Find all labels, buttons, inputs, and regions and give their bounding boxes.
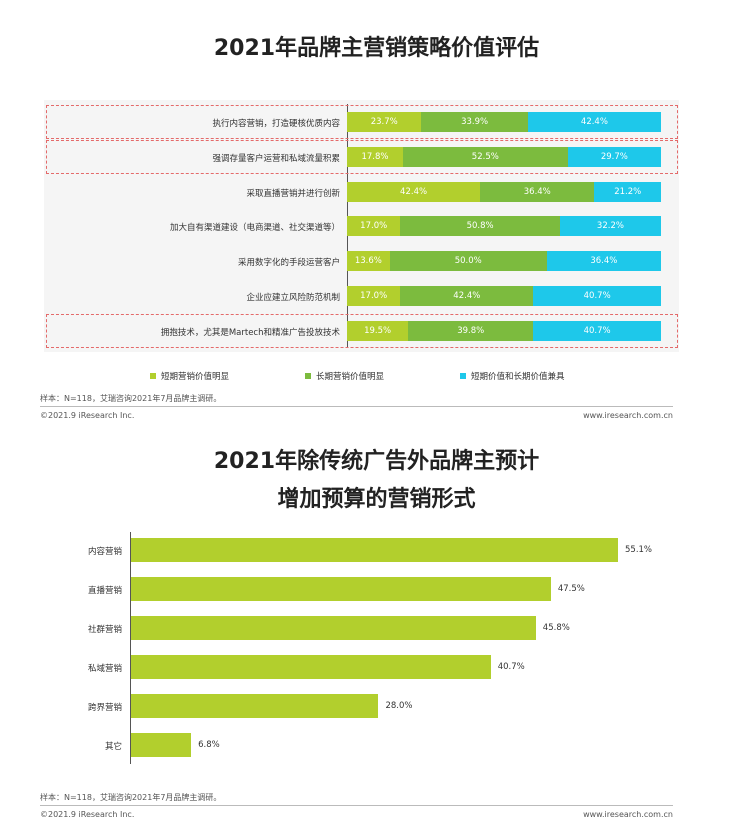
- chart1-note: 样本：N=118，艾瑞咨询2021年7月品牌主调研。: [40, 394, 222, 403]
- bar-segment: 23.7%: [347, 112, 422, 132]
- legend-item: 长期营销价值明显: [305, 370, 384, 382]
- stacked-bar: 42.4% 36.4% 21.2%: [347, 181, 661, 202]
- bar-segment: 36.4%: [480, 181, 595, 202]
- category-label: 采取直播营销并进行创新: [246, 188, 340, 199]
- bar-segment: 50.0%: [389, 251, 547, 272]
- category-label: 直播营销: [87, 586, 122, 596]
- stacked-bar: 13.6% 50.0% 36.4%: [347, 251, 661, 272]
- bar-value-label: 40.7%: [497, 662, 525, 672]
- stacked-bar: 17.0% 50.8% 32.2%: [347, 216, 661, 237]
- chart2-note: 样本：N=118，艾瑞咨询2021年7月品牌主调研。: [40, 793, 222, 802]
- bar-segment: 50.8%: [400, 216, 560, 237]
- stacked-bar: 17.0% 42.4% 40.7%: [347, 286, 661, 306]
- bar-segment: 36.4%: [546, 251, 661, 272]
- chart2-copyright: ©2021.9 iResearch Inc.: [40, 810, 135, 819]
- bar: [131, 655, 491, 679]
- chart2-footer-rule: [40, 805, 673, 806]
- bar-segment: 42.4%: [347, 181, 481, 202]
- chart1-legend: 短期营销价值明显 长期营销价值明显 短期价值和长期价值兼具: [0, 370, 753, 384]
- category-label: 其它: [104, 742, 122, 752]
- legend-label: 长期营销价值明显: [316, 372, 385, 382]
- bar-value-label: 55.1%: [625, 545, 653, 555]
- bar: [131, 538, 618, 562]
- bar-segment: 42.4%: [400, 286, 534, 306]
- highlight-box: [46, 313, 678, 348]
- legend-label: 短期价值和长期价值兼具: [471, 372, 565, 382]
- legend-item: 短期营销价值明显: [150, 370, 229, 382]
- bar-segment: 17.8%: [347, 146, 403, 167]
- bar-segment: 17.0%: [347, 286, 401, 306]
- chart2-website: www.iresearch.com.cn: [583, 810, 673, 819]
- stacked-bar: 17.8% 52.5% 29.7%: [347, 146, 661, 167]
- bar: [131, 577, 551, 601]
- stacked-bar: 23.7% 33.9% 42.4%: [347, 112, 661, 132]
- bar-value-label: 45.8%: [542, 623, 570, 633]
- chart1-footer-rule: [40, 406, 673, 407]
- bar-value-label: 28.0%: [385, 701, 413, 711]
- legend-swatch: [305, 373, 311, 379]
- bar-segment: 21.2%: [594, 181, 661, 202]
- bar-segment: 52.5%: [402, 146, 568, 167]
- chart1-website: www.iresearch.com.cn: [583, 411, 673, 420]
- chart1-copyright: ©2021.9 iResearch Inc.: [40, 411, 135, 420]
- bar: [131, 733, 192, 757]
- bar-value-label: 47.5%: [557, 584, 585, 594]
- stacked-bar: 19.5% 39.8% 40.7%: [347, 320, 661, 341]
- bar-segment: 42.4%: [527, 112, 661, 132]
- bar-segment: 29.7%: [567, 146, 661, 167]
- legend-swatch: [460, 373, 466, 379]
- category-label: 强调存量客户运营和私域流量积累: [212, 153, 340, 164]
- category-label: 跨界营销: [87, 703, 122, 713]
- bar: [131, 694, 379, 718]
- category-label: 私域营销: [87, 664, 122, 674]
- category-label: 拥抱技术，尤其是Martech和精准广告投放技术: [160, 327, 340, 338]
- category-label: 采用数字化的手段运营客户: [237, 258, 340, 269]
- bar-segment: 17.0%: [347, 216, 401, 237]
- bar-segment: 40.7%: [533, 320, 661, 341]
- legend-swatch: [150, 373, 156, 379]
- chart2-title-line2: 增加预算的营销形式: [277, 487, 476, 512]
- category-label: 内容营销: [87, 547, 122, 557]
- highlight-box: [46, 139, 678, 174]
- bar: [131, 616, 536, 640]
- bar-segment: 19.5%: [347, 320, 409, 341]
- category-label: 加大自有渠道建设（电商渠道、社交渠道等）: [169, 223, 340, 234]
- chart2-title-line1: 2021年除传统广告外品牌主预计: [213, 449, 540, 474]
- bar-segment: 13.6%: [347, 251, 390, 272]
- category-label: 企业应建立风险防范机制: [246, 293, 340, 303]
- legend-item: 短期价值和长期价值兼具: [460, 370, 565, 382]
- bar-value-label: 6.8%: [198, 740, 220, 750]
- category-label: 社群营销: [87, 625, 122, 635]
- category-label: 执行内容营销，打造硬核优质内容: [212, 119, 340, 129]
- highlight-box: [46, 105, 678, 139]
- legend-label: 短期营销价值明显: [161, 372, 230, 382]
- bar-segment: 40.7%: [533, 286, 661, 306]
- bar-segment: 32.2%: [559, 216, 661, 237]
- chart2-y-axis: [130, 532, 131, 764]
- bar-segment: 33.9%: [421, 112, 528, 132]
- chart1-title: 2021年品牌主营销策略价值评估: [213, 36, 540, 61]
- bar-segment: 39.8%: [408, 320, 534, 341]
